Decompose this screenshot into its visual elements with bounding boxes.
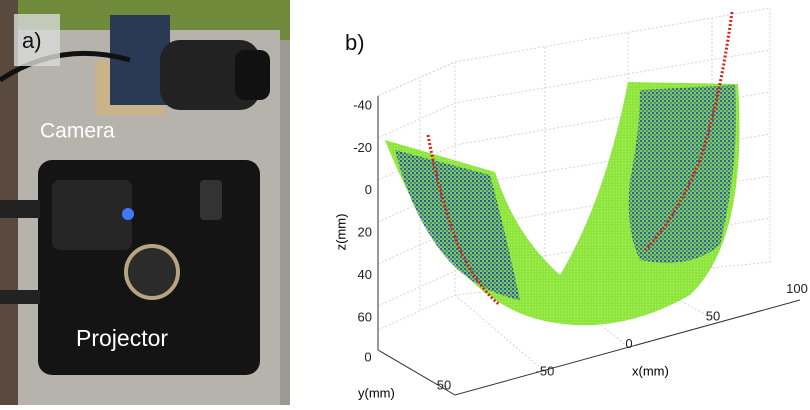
tick-label: -20 [353, 140, 372, 155]
annotation: Projector [76, 325, 168, 351]
photo [0, 0, 290, 405]
tick-label: 50 [437, 377, 451, 392]
axis-label: x(mm) [632, 363, 669, 378]
tick-label: 100 [786, 281, 808, 296]
axis-label: y(mm) [358, 385, 395, 400]
panel-label: b) [345, 30, 365, 55]
axis-label: z(mm) [333, 214, 348, 251]
tick-label: 0 [364, 349, 371, 364]
tick-label: -50 [536, 363, 555, 378]
tick-label: 0 [625, 336, 632, 351]
tick-label: 60 [358, 309, 372, 324]
tick-label: 50 [706, 308, 720, 323]
tick-label: -40 [353, 97, 372, 112]
panel-label: a) [22, 28, 42, 53]
point-cloud [385, 11, 740, 326]
tick-label: 20 [358, 225, 372, 240]
tick-label: 40 [358, 267, 372, 282]
tick-label: 0 [365, 182, 372, 197]
annotation: Camera [40, 120, 115, 143]
